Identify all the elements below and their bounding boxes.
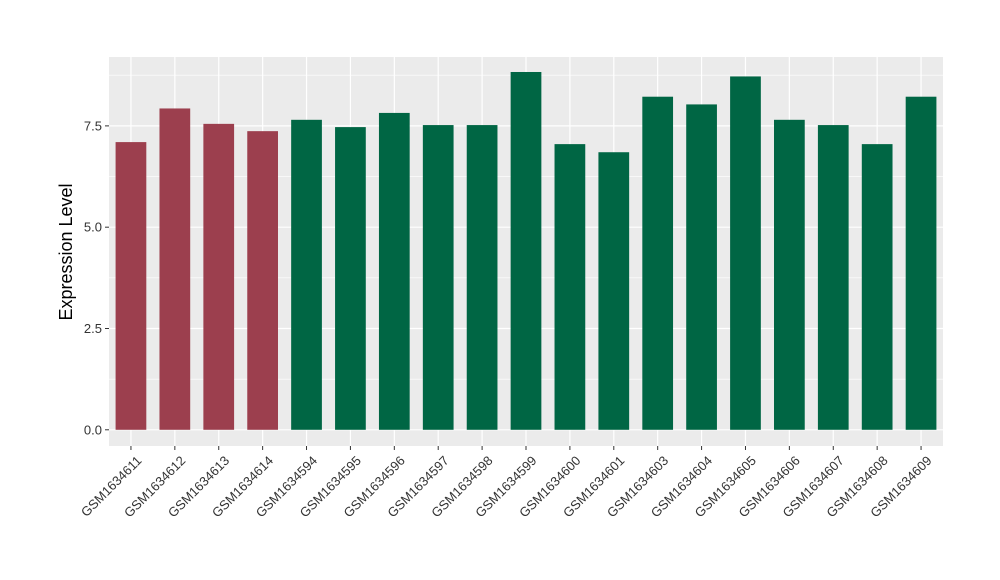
bar xyxy=(905,96,937,430)
y-axis-title: Expression Level xyxy=(56,183,76,320)
y-tick-label: 7.5 xyxy=(84,118,102,133)
bar xyxy=(335,127,366,430)
bar xyxy=(730,76,761,430)
y-tick-label: 5.0 xyxy=(84,220,102,235)
bar xyxy=(861,144,893,430)
bar xyxy=(115,142,147,430)
bar xyxy=(686,104,717,430)
bar xyxy=(510,71,542,430)
bar xyxy=(159,108,191,430)
bar xyxy=(466,125,498,430)
bar xyxy=(291,119,322,430)
y-tick-label: 2.5 xyxy=(84,321,102,336)
bars xyxy=(115,71,937,430)
bar xyxy=(817,125,849,430)
y-tick-label: 0.0 xyxy=(84,422,102,437)
bar xyxy=(554,144,586,430)
bar xyxy=(774,119,805,430)
bar xyxy=(642,96,674,430)
bar xyxy=(247,131,278,430)
bar xyxy=(422,125,454,430)
bar xyxy=(378,112,410,430)
bar xyxy=(598,152,630,430)
x-axis: GSM1634611GSM1634612GSM1634613GSM1634614… xyxy=(78,446,935,520)
bar xyxy=(203,123,235,430)
y-axis: 0.0 2.5 5.0 7.5 xyxy=(84,118,109,437)
